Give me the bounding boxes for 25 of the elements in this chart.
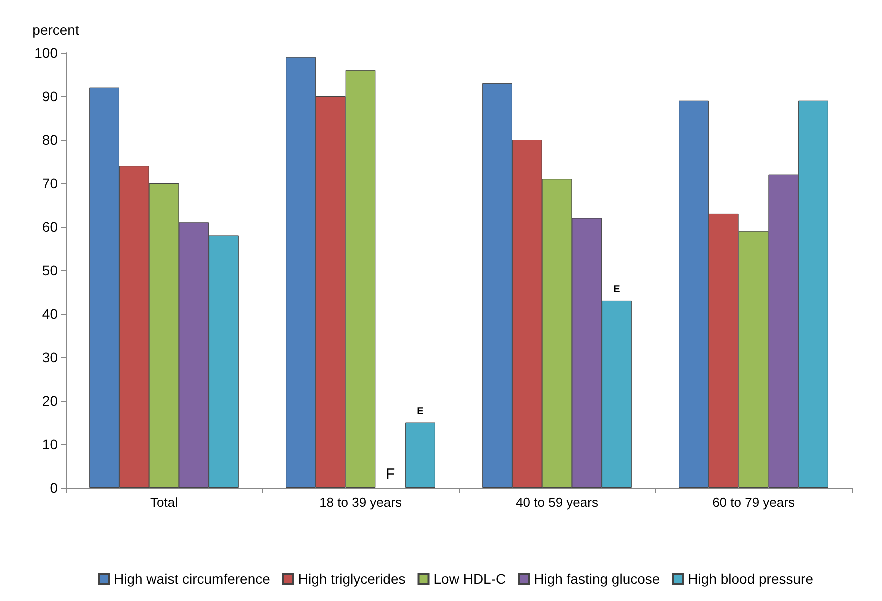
legend-label: High triglycerides	[298, 571, 406, 587]
x-tick-label: Total	[150, 495, 178, 510]
legend-label: High waist circumference	[114, 571, 271, 587]
y-tick-label: 40	[42, 306, 58, 322]
y-tick-label: 50	[42, 262, 58, 278]
y-tick-label: 80	[42, 132, 58, 148]
y-tick-label: 0	[50, 480, 58, 496]
y-tick-label: 100	[34, 45, 58, 61]
y-axis-title: percent	[32, 22, 80, 38]
legend-label: High blood pressure	[688, 571, 814, 587]
y-tick-label: 90	[42, 88, 58, 104]
data-label: E	[614, 284, 621, 296]
data-label: E	[417, 406, 424, 418]
legend-label: High fasting glucose	[534, 571, 660, 587]
x-tick-label: 60 to 79 years	[712, 495, 796, 510]
y-tick-label: 20	[42, 393, 58, 409]
annotation: F	[386, 466, 396, 483]
y-tick-label: 70	[42, 176, 58, 192]
y-tick-label: 10	[42, 436, 58, 452]
y-tick-label: 60	[42, 219, 58, 235]
x-tick-label: 18 to 39 years	[320, 495, 402, 510]
legend-label: Low HDL-C	[434, 571, 506, 587]
y-tick-label: 30	[42, 350, 58, 366]
x-tick-label: 40 to 59 years	[516, 495, 599, 510]
bar	[406, 422, 436, 488]
